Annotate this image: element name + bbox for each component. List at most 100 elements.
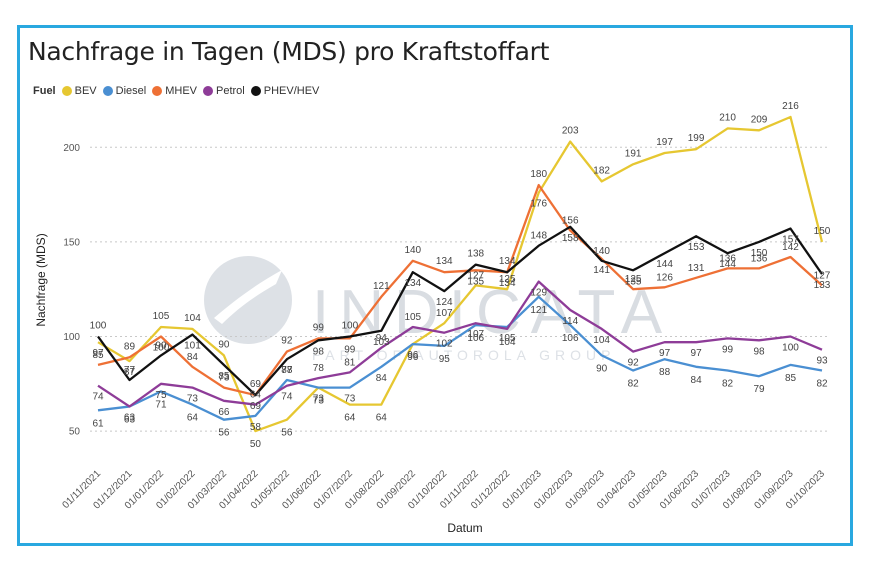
data-label-phev-hev: 135 [625, 276, 642, 287]
data-label-phev-hev: 158 [562, 233, 579, 244]
data-label-diesel: 95 [439, 354, 451, 365]
data-label-mhev: 73 [218, 373, 230, 384]
data-label-bev: 107 [436, 308, 453, 319]
y-tick-label: 200 [63, 143, 80, 154]
data-label-petrol: 104 [593, 335, 610, 346]
data-label-bev: 191 [625, 148, 642, 159]
series-lines [97, 115, 824, 433]
data-label-diesel: 82 [816, 379, 828, 390]
x-axis: 01/11/202101/12/202101/01/202201/02/2022… [60, 468, 827, 511]
y-tick-label: 150 [63, 237, 80, 248]
legend-item-mhev: MHEV [152, 85, 197, 97]
data-label-bev: 216 [782, 101, 799, 112]
data-label-diesel: 56 [218, 428, 230, 439]
series-line-bev [97, 115, 824, 433]
data-label-phev-hev: 138 [467, 249, 484, 260]
legend-swatch [102, 86, 113, 96]
data-label-petrol: 74 [92, 392, 104, 403]
data-label-mhev: 121 [373, 281, 390, 292]
series-line-mhev [97, 183, 823, 397]
data-label-diesel: 84 [691, 375, 703, 386]
data-label-mhev: 125 [625, 274, 642, 285]
data-label-bev: 50 [250, 439, 262, 450]
data-label-petrol: 92 [628, 358, 640, 369]
data-label-bev: 199 [688, 133, 705, 144]
data-label-mhev: 134 [499, 256, 516, 267]
data-label-diesel: 96 [407, 352, 419, 363]
data-label-phev-hev: 140 [593, 246, 610, 257]
data-label-petrol: 105 [404, 312, 421, 323]
series-line-petrol [97, 280, 823, 408]
data-label-bev: 203 [562, 126, 579, 137]
data-label-petrol: 97 [691, 348, 703, 359]
y-tick-label: 50 [69, 427, 81, 438]
y-axis: 50 100 150 200 [63, 143, 80, 438]
data-label-diesel: 73 [313, 396, 325, 407]
legend-title: Fuel [33, 85, 56, 97]
data-label-phev-hev: 90 [155, 340, 167, 351]
data-label-phev-hev: 144 [656, 259, 673, 270]
y-tick-label: 100 [63, 332, 80, 343]
data-label-bev: 150 [814, 226, 831, 237]
data-label-phev-hev: 103 [373, 337, 390, 348]
data-label-bev: 90 [218, 339, 230, 350]
data-label-mhev: 126 [656, 272, 673, 283]
x-axis-label: Datum [447, 521, 482, 535]
data-label-petrol: 100 [782, 342, 799, 353]
data-label-bev: 125 [499, 274, 516, 285]
data-label-petrol: 63 [124, 414, 136, 425]
data-label-bev: 64 [376, 413, 388, 424]
data-label-bev: 97 [92, 348, 104, 359]
data-label-diesel: 106 [467, 333, 484, 344]
data-label-diesel: 121 [530, 305, 547, 316]
data-label-bev: 182 [593, 165, 610, 176]
data-label-diesel: 105 [499, 333, 516, 344]
data-label-bev: 210 [719, 112, 736, 123]
legend-item-phev-hev: PHEV/HEV [250, 85, 320, 97]
data-label-phev-hev: 85 [218, 371, 230, 382]
data-label-mhev: 136 [751, 253, 768, 264]
watermark-logo-swoosh [214, 270, 282, 324]
chart-title: Nachfrage in Tagen (MDS) pro Kraftstoffa… [28, 37, 550, 66]
data-label-mhev: 89 [124, 341, 136, 352]
data-label-phev-hev: 133 [814, 280, 831, 291]
watermark: INDICATA PART OF AUTOROLA GROUP [204, 256, 662, 363]
data-label-bev: 105 [153, 311, 170, 322]
data-label-mhev: 99 [344, 344, 356, 355]
legend-label: Diesel [115, 85, 147, 97]
data-label-petrol: 66 [218, 407, 230, 418]
watermark-subtext: PART OF AUTOROLA GROUP [312, 347, 615, 363]
data-label-phev-hev: 100 [341, 320, 358, 331]
data-label-mhev: 142 [782, 242, 799, 253]
legend-swatch [61, 86, 72, 96]
data-label-bev: 127 [467, 270, 484, 281]
data-label-petrol: 94 [376, 333, 388, 344]
data-label-mhev: 156 [562, 216, 579, 227]
data-label-phev-hev: 134 [499, 278, 516, 289]
data-label-petrol: 81 [344, 357, 356, 368]
data-label-phev-hev: 153 [688, 242, 705, 253]
data-label-petrol: 129 [530, 288, 547, 299]
data-label-diesel: 84 [376, 373, 388, 384]
data-label-phev-hev: 124 [436, 297, 453, 308]
data-label-phev-hev: 134 [404, 278, 421, 289]
legend-label: PHEV/HEV [263, 85, 320, 97]
data-label-petrol: 74 [281, 392, 293, 403]
data-label-bev: 96 [407, 350, 419, 361]
series-line-phev-hev [97, 225, 823, 397]
data-label-diesel: 85 [785, 373, 797, 384]
legend-label: BEV [74, 85, 97, 97]
data-label-diesel: 71 [155, 399, 167, 410]
legend-label: Petrol [216, 85, 245, 97]
data-label-phev-hev: 100 [90, 320, 107, 331]
data-label-diesel: 77 [281, 365, 293, 376]
data-label-petrol: 73 [187, 394, 199, 405]
legend-swatch [203, 86, 213, 96]
data-label-bev: 56 [281, 428, 293, 439]
series-line-diesel [97, 295, 823, 421]
data-label-diesel: 73 [344, 394, 356, 405]
legend: Fuel BEV Diesel MHEV Petrol PHEV/HEV [33, 85, 325, 97]
data-label-phev-hev: 148 [530, 231, 547, 242]
data-label-petrol: 78 [313, 363, 325, 374]
